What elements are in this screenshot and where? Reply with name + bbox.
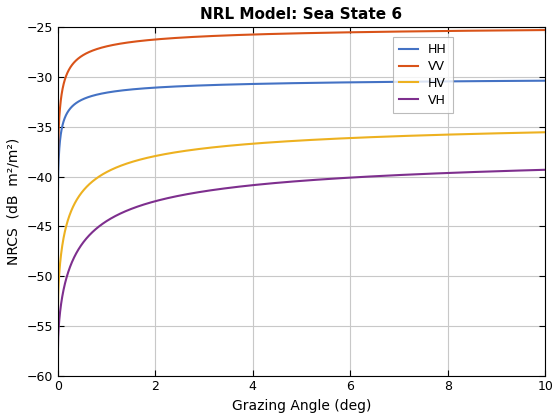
Y-axis label: NRCS  (dB  m²/m²): NRCS (dB m²/m²) [7, 138, 21, 265]
HV [139, 157, 146, 162]
HV [532, 130, 539, 135]
HV [110, 166, 117, 171]
HH [110, 89, 117, 94]
Title: NRL Model: Sea State 6: NRL Model: Sea State 6 [200, 7, 403, 22]
VH [241, 184, 248, 189]
VH [139, 202, 146, 207]
Legend: HH, VV, HV, VH: HH, VV, HV, VH [393, 37, 453, 113]
HV [480, 131, 487, 136]
VV [139, 38, 146, 43]
VV [542, 28, 548, 33]
HV [54, 313, 61, 318]
VH [480, 169, 487, 174]
HH [542, 78, 548, 83]
VV [241, 32, 248, 37]
HH [241, 81, 248, 87]
Line: HV: HV [58, 132, 545, 316]
VH [532, 168, 539, 173]
HH [532, 78, 539, 83]
HV [542, 130, 548, 135]
HH [480, 79, 487, 84]
HH [263, 81, 269, 86]
VV [110, 42, 117, 47]
VH [542, 167, 548, 172]
VV [263, 32, 269, 37]
VV [480, 28, 487, 33]
Line: HH: HH [58, 81, 545, 202]
HH [139, 86, 146, 91]
VH [110, 215, 117, 220]
VH [54, 351, 61, 356]
Line: VH: VH [58, 170, 545, 354]
VV [54, 174, 61, 179]
HH [54, 199, 61, 204]
X-axis label: Grazing Angle (deg): Grazing Angle (deg) [232, 399, 371, 413]
HV [241, 142, 248, 147]
VV [532, 28, 539, 33]
HV [263, 140, 269, 145]
Line: VV: VV [58, 30, 545, 176]
VH [263, 181, 269, 186]
